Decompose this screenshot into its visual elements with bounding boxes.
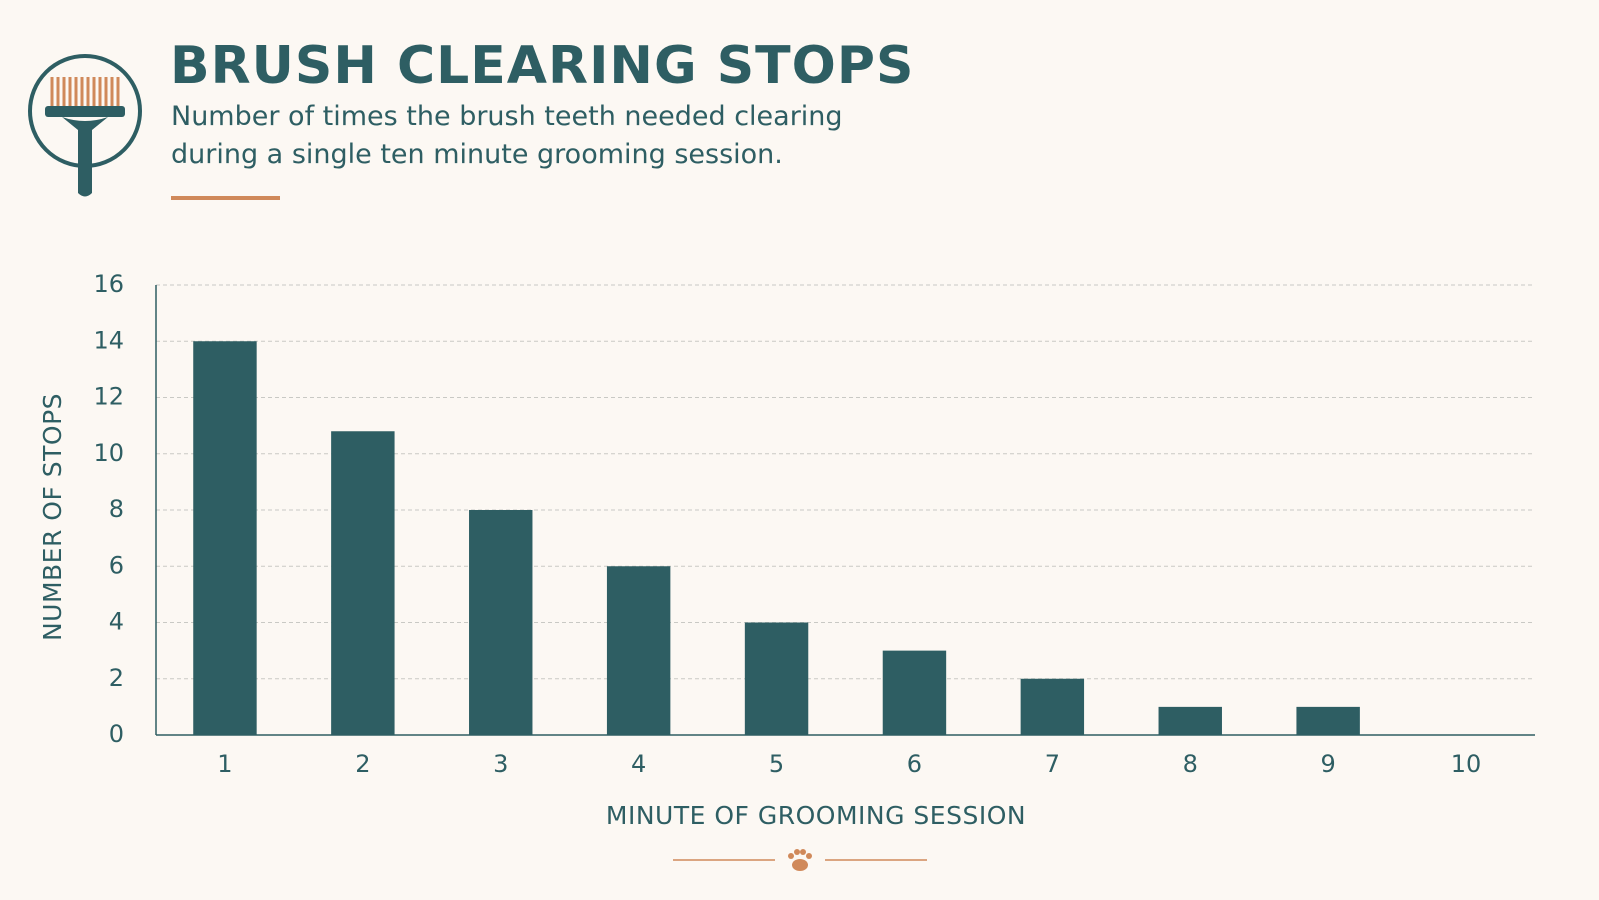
x-tick-label: 2 <box>355 750 370 778</box>
y-tick-label: 0 <box>109 720 124 748</box>
bar <box>606 566 671 735</box>
y-tick-label: 12 <box>93 383 124 411</box>
x-tick-label: 8 <box>1183 750 1198 778</box>
x-tick-label: 6 <box>907 750 922 778</box>
bar <box>882 650 947 735</box>
x-tick-label: 1 <box>217 750 232 778</box>
y-tick-label: 8 <box>109 495 124 523</box>
bar <box>1020 678 1085 735</box>
chart-subtitle: Number of times the brush teeth needed c… <box>171 101 843 170</box>
y-tick-label: 14 <box>93 326 124 354</box>
chart-title: BRUSH CLEARING STOPS <box>170 36 915 96</box>
y-tick-label: 6 <box>109 551 124 579</box>
x-tick-label: 5 <box>769 750 784 778</box>
y-tick-label: 2 <box>109 664 124 692</box>
brush-icon <box>28 54 142 197</box>
bar <box>469 510 533 735</box>
x-tick-label: 7 <box>1045 750 1060 778</box>
bar <box>744 622 809 735</box>
bar <box>331 431 395 735</box>
bar <box>1158 706 1222 735</box>
x-tick-label: 3 <box>493 750 508 778</box>
paw-icon <box>788 849 812 871</box>
y-axis-title: NUMBER OF STOPS <box>38 393 67 641</box>
x-tick-label: 4 <box>631 750 646 778</box>
x-tick-label: 10 <box>1451 750 1482 778</box>
y-tick-label: 4 <box>109 608 124 636</box>
bar <box>1296 706 1360 735</box>
x-tick-label: 9 <box>1321 750 1336 778</box>
x-axis-title: MINUTE OF GROOMING SESSION <box>606 801 1026 830</box>
y-tick-label: 16 <box>93 270 124 298</box>
y-tick-label: 10 <box>93 439 124 467</box>
bar <box>193 341 257 735</box>
